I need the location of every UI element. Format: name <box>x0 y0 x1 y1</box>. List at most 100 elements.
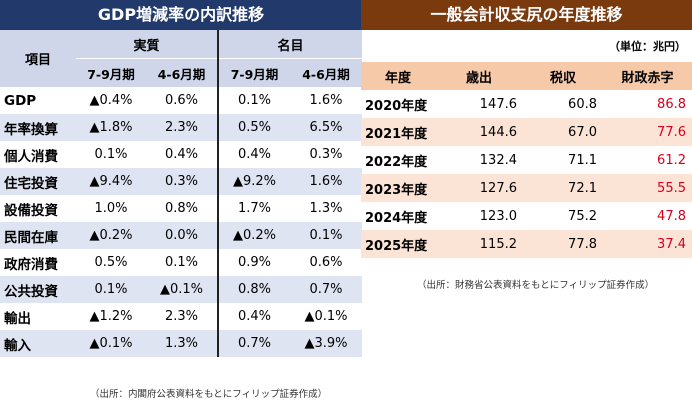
header-year: 年度 <box>361 62 435 90</box>
table-row: 2025年度 115.2 77.8 37.4 <box>361 230 692 258</box>
table-cell: 2.3% <box>146 114 220 141</box>
table-cell: 0.1% <box>218 87 291 114</box>
row-label: 公共投資 <box>0 276 76 303</box>
table-cell: 0.8% <box>218 276 291 303</box>
table-cell: 2020年度 <box>365 98 428 114</box>
row-label: 輸出 <box>0 303 76 330</box>
table-cell: 77.6 <box>603 118 692 146</box>
table-cell: 2021年度 <box>361 118 435 146</box>
row-label: 個人消費 <box>0 141 76 168</box>
table-cell: 0.8% <box>146 195 220 222</box>
header-nominal-q3: 7-9月期 <box>218 58 291 87</box>
table-row: 民間在庫 ▲0.2% 0.0% ▲0.2% 0.1% <box>0 222 363 249</box>
table-row: 政府消費 0.5% 0.1% 0.9% 0.6% <box>0 249 363 276</box>
table-cell: ▲0.2% <box>76 222 146 249</box>
table-cell: 123.0 <box>479 208 517 224</box>
gdp-breakdown-panel: GDP増減率の内訳推移 項目 実質 名目 7-9月期 4-6月期 7-9月期 4… <box>0 0 363 400</box>
table-cell: ▲1.2% <box>76 303 146 330</box>
table-cell: 1.3% <box>290 195 363 222</box>
table-cell: 2024年度 <box>365 210 428 226</box>
table-cell: 0.4% <box>218 303 291 330</box>
header-nominal-q2: 4-6月期 <box>290 58 363 87</box>
fiscal-balance-panel: 一般会計収支尻の年度推移 （単位：兆円） 年度 歳出 税収 財政赤字 2020年… <box>361 0 692 291</box>
table-row: 2023年度 127.6 72.1 55.5 <box>361 174 692 202</box>
table-cell: 2023年度 <box>361 174 435 202</box>
table-cell: 55.5 <box>603 174 692 202</box>
table-cell: 1.3% <box>146 330 220 357</box>
header-tax: 税収 <box>523 62 603 90</box>
table-row: GDP ▲0.4% 0.6% 0.1% 1.6% <box>0 87 363 114</box>
table-cell: 0.9% <box>218 249 291 276</box>
table-cell: 1.7% <box>218 195 291 222</box>
table-cell: 1.6% <box>290 168 363 195</box>
table-cell: ▲9.4% <box>76 168 146 195</box>
table-cell: 37.4 <box>603 230 692 258</box>
table-cell: 72.1 <box>523 174 603 202</box>
table-row: 個人消費 0.1% 0.4% 0.4% 0.3% <box>0 141 363 168</box>
row-label: 年率換算 <box>0 114 76 141</box>
row-label: 民間在庫 <box>0 222 76 249</box>
table-row: 公共投資 0.1% ▲0.1% 0.8% 0.7% <box>0 276 363 303</box>
fiscal-source-note: （出所：財務省公表資料をもとにフィリップ証券作成） <box>417 280 655 291</box>
table-cell: 2022年度 <box>365 154 428 170</box>
table-cell: 0.1% <box>76 141 146 168</box>
table-cell: 132.4 <box>479 152 517 168</box>
table-cell: 0.4% <box>218 141 291 168</box>
header-deficit: 財政赤字 <box>603 62 692 90</box>
gdp-table-title: GDP増減率の内訳推移 <box>0 0 362 30</box>
table-row: 2021年度 144.6 67.0 77.6 <box>361 118 692 146</box>
table-cell: 0.6% <box>290 249 363 276</box>
table-cell: 47.8 <box>657 208 686 224</box>
table-cell: 0.3% <box>146 168 220 195</box>
table-cell: 0.6% <box>146 87 220 114</box>
table-row: 2022年度 132.4 71.1 61.2 <box>361 146 692 174</box>
row-label: GDP <box>0 87 76 114</box>
table-cell: 2025年度 <box>361 230 435 258</box>
table-row: 輸入 ▲0.1% 1.3% 0.7% ▲3.9% <box>0 330 363 357</box>
header-spending: 歳出 <box>435 62 523 90</box>
gdp-breakdown-table: 項目 実質 名目 7-9月期 4-6月期 7-9月期 4-6月期 GDP ▲0.4… <box>0 30 363 357</box>
table-cell: 0.1% <box>76 276 146 303</box>
table-cell: 0.3% <box>290 141 363 168</box>
table-cell: 115.2 <box>435 230 523 258</box>
header-item: 項目 <box>0 30 76 87</box>
table-cell: 75.2 <box>568 208 597 224</box>
table-cell: 0.7% <box>290 276 363 303</box>
table-row: 年率換算 ▲1.8% 2.3% 0.5% 6.5% <box>0 114 363 141</box>
header-nominal: 名目 <box>218 30 363 59</box>
table-cell: 0.7% <box>218 330 291 357</box>
table-cell: 1.0% <box>76 195 146 222</box>
header-real: 実質 <box>76 30 220 59</box>
table-row: 2024年度 123.0 75.2 47.8 <box>361 202 692 230</box>
table-cell: ▲1.8% <box>76 114 146 141</box>
table-cell: 0.1% <box>290 222 363 249</box>
gdp-source-note: （出所：内閣府公表資料をもとにフィリップ証券作成） <box>90 389 328 400</box>
table-cell: 144.6 <box>435 118 523 146</box>
unit-label: （単位：兆円） <box>609 40 686 53</box>
table-row: 輸出 ▲1.2% 2.3% 0.4% ▲0.1% <box>0 303 363 330</box>
table-cell: ▲0.1% <box>76 330 146 357</box>
table-cell: 2.3% <box>146 303 220 330</box>
table-cell: 0.5% <box>76 249 146 276</box>
table-cell: 71.1 <box>568 152 597 168</box>
row-label: 輸入 <box>0 330 76 357</box>
header-real-q3: 7-9月期 <box>76 58 146 87</box>
table-cell: 0.0% <box>146 222 220 249</box>
row-label: 住宅投資 <box>0 168 76 195</box>
table-cell: ▲0.1% <box>290 303 363 330</box>
table-cell: ▲0.2% <box>218 222 291 249</box>
header-real-q2: 4-6月期 <box>146 58 220 87</box>
table-cell: 147.6 <box>479 96 517 112</box>
row-label: 政府消費 <box>0 249 76 276</box>
table-cell: 1.6% <box>290 87 363 114</box>
table-cell: ▲3.9% <box>290 330 363 357</box>
table-cell: 86.8 <box>657 96 686 112</box>
table-cell: ▲0.4% <box>76 87 146 114</box>
table-cell: ▲0.1% <box>146 276 220 303</box>
table-row: 2020年度 147.6 60.8 86.8 <box>361 90 692 118</box>
table-cell: ▲9.2% <box>218 168 291 195</box>
table-cell: 77.8 <box>523 230 603 258</box>
table-cell: 61.2 <box>657 152 686 168</box>
table-row: 住宅投資 ▲9.4% 0.3% ▲9.2% 1.6% <box>0 168 363 195</box>
table-cell: 127.6 <box>435 174 523 202</box>
